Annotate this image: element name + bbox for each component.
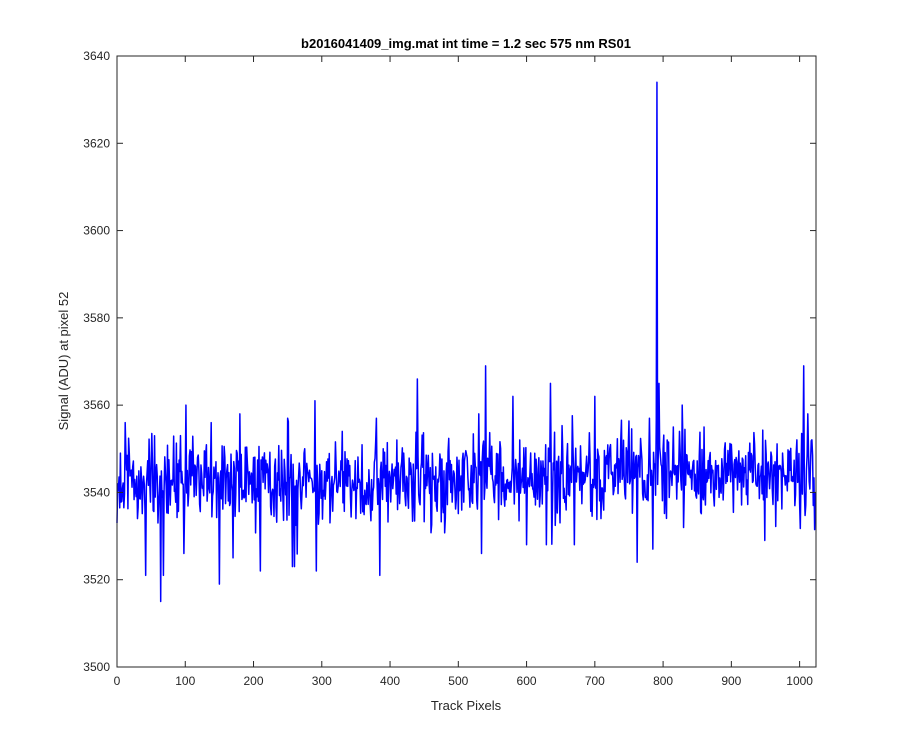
y-tick-label: 3640: [83, 49, 110, 63]
x-tick-label: 200: [244, 674, 264, 688]
y-tick-label: 3500: [83, 660, 110, 674]
series-line: [116, 81, 817, 603]
series-layer: [116, 81, 817, 603]
plot-background: [117, 56, 816, 667]
x-tick-label: 500: [448, 674, 468, 688]
x-tick-label: 300: [312, 674, 332, 688]
y-tick-label: 3540: [83, 485, 110, 499]
chart-title: b2016041409_img.mat int time = 1.2 sec 5…: [301, 36, 631, 51]
y-tick-label: 3560: [83, 398, 110, 412]
x-tick-label: 600: [517, 674, 537, 688]
y-tick-label: 3620: [83, 136, 110, 150]
x-tick-label: 800: [653, 674, 673, 688]
y-tick-label: 3580: [83, 311, 110, 325]
y-tick-label: 3520: [83, 573, 110, 587]
plot-area: [117, 56, 816, 667]
x-tick-label: 400: [380, 674, 400, 688]
axes-box: [116, 55, 817, 668]
y-tick-label: 3600: [83, 224, 110, 238]
x-tick-label: 100: [175, 674, 195, 688]
x-tick-label: 900: [721, 674, 741, 688]
x-tick-label: 1000: [786, 674, 813, 688]
x-axis-label: Track Pixels: [431, 698, 502, 713]
y-axis-label: Signal (ADU) at pixel 52: [56, 292, 71, 431]
x-tick-label: 0: [114, 674, 121, 688]
axes-layer: 0 100 200 300 400 500 600 700 800 900 1000 3500 3520…: [83, 49, 817, 688]
x-tick-label: 700: [585, 674, 605, 688]
